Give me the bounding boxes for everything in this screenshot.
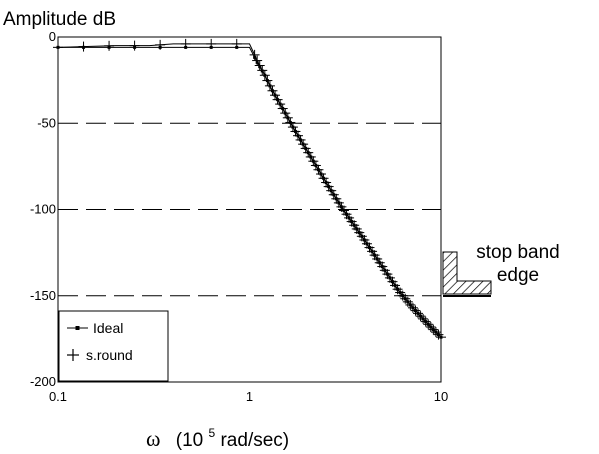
legend-square-marker-icon [75, 326, 80, 330]
legend-box [58, 310, 169, 382]
legend-label-sround: s.round [86, 347, 133, 363]
plus-marker [259, 70, 270, 81]
x-tick-label: 0.1 [49, 389, 67, 404]
y-tick-label: -150 [30, 288, 56, 303]
plus-marker [428, 324, 439, 335]
plus-marker [321, 177, 332, 188]
plus-marker [407, 302, 418, 313]
plus-marker [308, 156, 319, 167]
plus-marker [298, 139, 309, 150]
plus-marker [333, 197, 344, 208]
y-tick-labels: 0 -50 -100 -150 -200 [30, 29, 56, 389]
plus-marker [323, 181, 334, 192]
stop-band-hatch-icon [442, 251, 492, 295]
plus-marker [328, 189, 339, 200]
plus-marker [257, 65, 268, 76]
plus-marker [326, 185, 337, 196]
plus-marker [295, 134, 306, 145]
plus-marker [420, 316, 431, 327]
plus-marker [415, 311, 426, 322]
plus-marker [430, 327, 441, 338]
plus-marker [180, 38, 191, 49]
y-tick-label: 0 [49, 29, 56, 44]
legend-plus-marker-icon [67, 349, 79, 361]
plus-marker [418, 313, 429, 324]
stop-band-label-line1: stop band [476, 242, 559, 263]
plus-marker [270, 90, 281, 101]
stop-band-label-line2: edge [497, 265, 539, 286]
y-tick-label: -200 [30, 374, 56, 389]
plot-frame [57, 36, 442, 383]
x-axis-title: ω (10 5 rad/sec) [146, 421, 289, 451]
series-ideal [56, 45, 443, 339]
grid-lines [58, 122, 441, 297]
plus-marker [287, 122, 298, 133]
legend-label-ideal: Ideal [93, 320, 123, 336]
y-tick-label: -100 [30, 202, 56, 217]
plus-marker [413, 308, 424, 319]
plus-marker [300, 143, 311, 154]
plus-marker [423, 319, 434, 330]
legend-entry-sround: s.round [67, 347, 133, 363]
plus-marker [310, 160, 321, 171]
series-s-round [53, 38, 446, 343]
series-line-ideal [58, 46, 442, 338]
plus-marker [282, 112, 293, 123]
plus-marker [155, 39, 166, 50]
plus-marker [275, 99, 286, 110]
plus-marker [78, 41, 89, 52]
plus-marker [315, 169, 326, 180]
plus-marker [305, 151, 316, 162]
x-axis-unit-suffix: rad/sec) [220, 430, 289, 451]
x-axis-unit-exponent: 5 [209, 426, 216, 440]
plus-marker [331, 193, 342, 204]
plus-marker [231, 38, 242, 49]
plus-marker [285, 117, 296, 128]
plus-marker [277, 103, 288, 114]
legend: Ideal s.round [58, 310, 169, 382]
plus-marker [249, 49, 260, 60]
x-tick-label: 10 [434, 389, 448, 404]
plus-marker [293, 130, 304, 141]
plus-marker [206, 38, 217, 49]
stop-band-edge-marker [442, 251, 492, 297]
plus-marker [272, 94, 283, 105]
x-tick-labels: 0.1 1 10 [49, 389, 448, 404]
x-axis-unit-prefix: (10 [176, 430, 203, 451]
plus-marker [280, 108, 291, 119]
plus-marker [425, 321, 436, 332]
plus-marker [318, 173, 329, 184]
series-line-s-round [57, 43, 442, 338]
plus-marker [262, 75, 273, 86]
x-axis-omega-symbol: ω [146, 426, 160, 451]
plus-marker [433, 329, 444, 340]
y-axis-title: Amplitude dB [3, 9, 116, 30]
y-tick-label: -50 [37, 115, 56, 130]
plus-marker [254, 60, 265, 71]
plus-marker [129, 40, 140, 51]
plus-marker [410, 305, 421, 316]
series-layer [53, 38, 446, 343]
plus-marker [252, 55, 263, 66]
plus-marker [267, 85, 278, 96]
x-tick-label: 1 [246, 389, 253, 404]
plus-marker [313, 164, 324, 175]
plus-marker [290, 126, 301, 137]
plus-marker [264, 80, 275, 91]
plus-marker [303, 147, 314, 158]
legend-entry-ideal: Ideal [67, 320, 123, 336]
plus-marker [104, 40, 115, 51]
